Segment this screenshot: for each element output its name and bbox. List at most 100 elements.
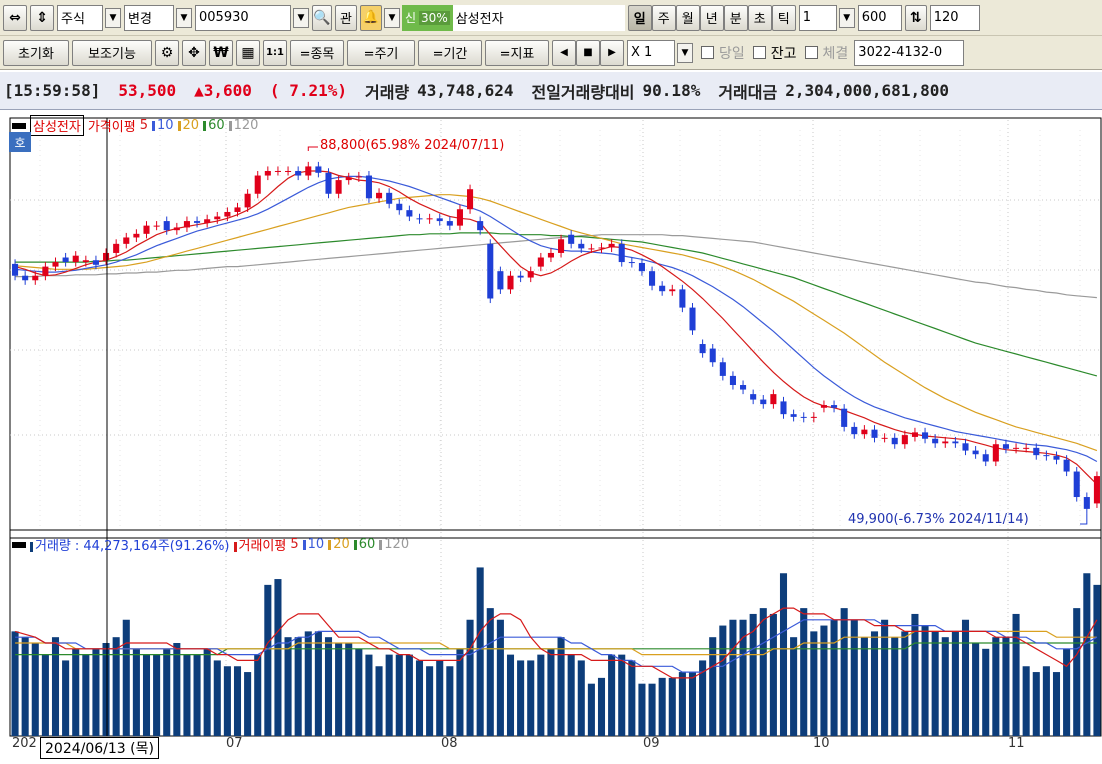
volume-bar-42 <box>436 660 444 736</box>
won-button[interactable]: ₩ <box>209 39 233 66</box>
code-dropdown-icon[interactable]: ▼ <box>293 7 309 28</box>
volume-bar-68 <box>699 660 707 736</box>
multiplier-input[interactable]: X 1 <box>627 39 675 66</box>
crosshair-date-box: 2024/06/13 (목) <box>40 737 159 759</box>
volume-bar-63 <box>648 683 656 736</box>
candle-body-100 <box>1023 447 1030 449</box>
volume-bar-74 <box>759 608 767 736</box>
prev-arrow-icon[interactable]: ◀ <box>552 39 576 66</box>
x-axis-month-09: 09 <box>643 736 660 751</box>
candle-body-64 <box>659 285 666 292</box>
up-down-arrows-button[interactable]: ⇕ <box>30 4 54 31</box>
alert-dropdown-icon[interactable]: ▼ <box>384 7 400 28</box>
quote-badge[interactable]: 호 <box>9 132 31 152</box>
vol-legend-ma120: 120 <box>379 537 409 552</box>
volume-bar-96 <box>982 648 990 736</box>
zoom-input[interactable]: 120 <box>929 4 980 31</box>
candle-body-60 <box>618 243 625 263</box>
bell-icon[interactable]: 🔔 <box>360 4 382 31</box>
exec-checkbox[interactable]: 체결 <box>804 43 848 63</box>
volume-bar-67 <box>688 672 697 736</box>
candle-body-11 <box>123 237 130 244</box>
volume-bar-93 <box>951 631 959 736</box>
volume-bar-98 <box>1002 637 1010 736</box>
period-minute-tab[interactable]: 분 <box>723 4 748 31</box>
today-checkbox[interactable]: 당일 <box>701 43 745 63</box>
prev-volume-label: 전일거래량대비 <box>531 82 635 102</box>
volume-bar-1 <box>21 637 29 736</box>
candle-body-19 <box>204 219 211 223</box>
interval-input[interactable]: 1 <box>798 4 837 31</box>
volume-bar-40 <box>415 660 424 736</box>
volume-bar-14 <box>153 654 161 736</box>
volume-bar-28 <box>294 637 302 736</box>
period-year-tab[interactable]: 년 <box>699 4 724 31</box>
stock-chart[interactable]: 삼성전자 가격이평 5 10 20 60 120 호 88,800(65.98%… <box>0 110 1102 764</box>
stop-icon[interactable]: ■ <box>576 39 600 66</box>
gear-icon[interactable]: ⚙ <box>155 39 179 66</box>
market-select[interactable]: 주식 <box>57 4 103 31</box>
legend-ma-label: 가격이평 <box>87 120 136 135</box>
volume-bar-95 <box>972 643 980 736</box>
zoom-arrows-icon[interactable]: ⇅ <box>904 4 927 31</box>
period-second-tab[interactable]: 초 <box>747 4 772 31</box>
candle-body-2 <box>32 275 39 281</box>
volume-bar-73 <box>749 613 757 736</box>
quote-price: 53,500 <box>118 81 177 100</box>
change-dropdown-icon[interactable]: ▼ <box>176 7 192 28</box>
volume-bar-79 <box>810 631 818 736</box>
move-cross-icon[interactable]: ✥ <box>182 39 206 66</box>
volume-bar-58 <box>597 677 606 736</box>
range-button[interactable]: =기간 <box>418 39 482 66</box>
indicator-button[interactable]: =지표 <box>485 39 549 66</box>
volume-bar-45 <box>466 619 474 736</box>
count-input[interactable]: 600 <box>857 4 902 31</box>
volume-bar-5 <box>62 660 70 736</box>
candle-body-3 <box>42 266 49 276</box>
volume-bar-97 <box>992 637 1000 736</box>
candle-body-49 <box>507 275 514 290</box>
next-arrow-icon[interactable]: ▶ <box>600 39 624 66</box>
candle-body-98 <box>1002 444 1009 449</box>
period-tick-tab[interactable]: 틱 <box>771 4 796 31</box>
volume-bar-3 <box>41 654 49 736</box>
volume-bar-24 <box>254 654 262 736</box>
aux-function-button[interactable]: 보조기능 <box>72 39 152 66</box>
candle-body-91 <box>932 438 939 444</box>
interval-dropdown-icon[interactable]: ▼ <box>838 7 855 28</box>
chart-canvas[interactable] <box>0 110 1102 764</box>
candle-body-61 <box>628 262 635 264</box>
period-week-tab[interactable]: 주 <box>651 4 676 31</box>
new-badge: 신 30% <box>402 4 453 31</box>
volume-bar-2 <box>31 643 39 736</box>
candle-body-26 <box>274 170 281 172</box>
candle-body-99 <box>1013 447 1020 449</box>
volume-bar-7 <box>82 654 90 736</box>
candle-body-53 <box>547 252 554 258</box>
balance-checkbox[interactable]: 잔고 <box>752 43 797 63</box>
volume-bar-82 <box>840 608 848 736</box>
change-select[interactable]: 변경 <box>124 4 174 31</box>
volume-bar-46 <box>476 567 484 736</box>
candle-body-1 <box>22 275 29 281</box>
candle-body-12 <box>133 233 140 238</box>
grid-icon[interactable]: ▦ <box>236 39 260 66</box>
candle-body-35 <box>365 175 372 199</box>
watch-button[interactable]: 관 <box>335 4 357 31</box>
multiplier-dropdown-icon[interactable]: ▼ <box>677 42 693 63</box>
volume-bar-51 <box>527 660 535 736</box>
volume-bar-16 <box>173 643 181 736</box>
reset-button[interactable]: 초기화 <box>3 39 69 66</box>
market-dropdown-icon[interactable]: ▼ <box>105 7 121 28</box>
period-month-tab[interactable]: 월 <box>675 4 700 31</box>
candle-body-25 <box>264 170 271 176</box>
stock-code-input[interactable]: 005930 <box>195 4 291 31</box>
item-button[interactable]: =종목 <box>290 39 344 66</box>
left-right-arrows-button[interactable]: ⇔ <box>3 4 27 31</box>
search-icon[interactable]: 🔍 <box>312 4 332 31</box>
one-to-one-button[interactable]: 1:1 <box>263 39 287 66</box>
account-input[interactable]: 3022-4132-0 <box>854 39 965 66</box>
period-button[interactable]: =주기 <box>347 39 415 66</box>
candle-body-72 <box>740 385 747 390</box>
period-day-tab[interactable]: 일 <box>627 4 652 31</box>
